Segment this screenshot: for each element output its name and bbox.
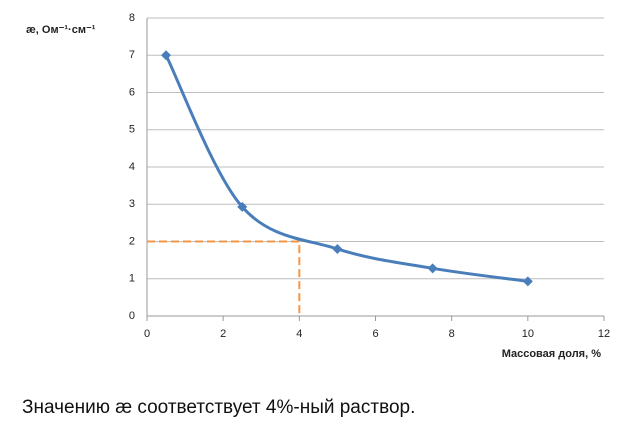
- x-tick-label: 6: [372, 328, 378, 340]
- x-tick-label: 4: [296, 328, 302, 340]
- x-tick-label: 12: [598, 328, 610, 340]
- marker: [332, 243, 343, 254]
- y-tick-label: 7: [129, 49, 135, 61]
- chart: æ, Ом⁻¹·см⁻¹ Массовая доля, % 0123456780…: [26, 12, 610, 360]
- marker: [161, 50, 172, 61]
- x-tick-label: 2: [220, 328, 226, 340]
- caption: Значению æ соответствует 4%-ный раствор.: [22, 397, 416, 418]
- y-tick-label: 0: [129, 310, 135, 322]
- line: [164, 54, 529, 283]
- x-tick-label: 10: [522, 328, 534, 340]
- x-tick-label: 0: [144, 328, 150, 340]
- y-tick-label: 5: [129, 124, 135, 136]
- x-axis-label: Массовая доля, %: [502, 348, 602, 360]
- y-tick-label: 1: [129, 273, 135, 285]
- y-axis-label: æ, Ом⁻¹·см⁻¹: [26, 24, 96, 36]
- y-tick-label: 6: [129, 86, 135, 98]
- marker: [427, 263, 438, 274]
- y-tick-label: 8: [129, 12, 135, 24]
- x-tick-label: 8: [449, 328, 455, 340]
- marker: [237, 201, 248, 212]
- guide-line: [147, 240, 301, 316]
- marker: [522, 276, 533, 287]
- y-tick-label: 4: [129, 161, 135, 173]
- y-tick-label: 3: [129, 198, 135, 210]
- y-tick-label: 2: [129, 235, 135, 247]
